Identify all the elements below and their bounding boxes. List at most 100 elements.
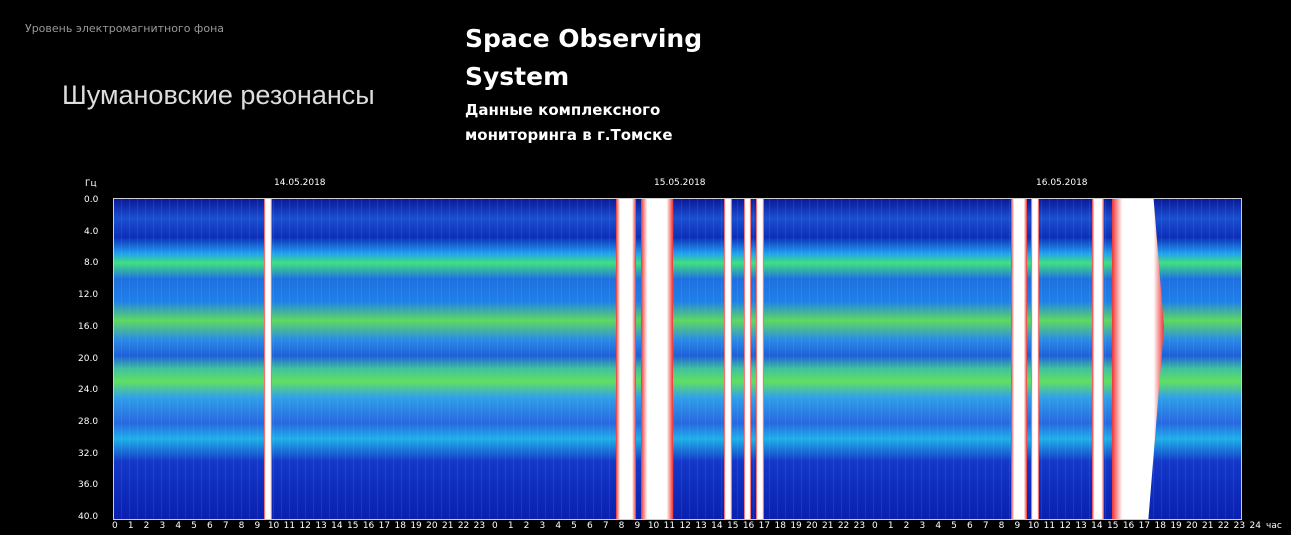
x-tick-label: 6 [587,521,593,531]
x-tick-label: 19 [1170,521,1181,531]
x-tick-label: 12 [1060,521,1071,531]
x-tick-label: 10 [1028,521,1039,531]
x-tick-label: 4 [935,521,941,531]
x-tick-label: 11 [664,521,675,531]
description: Данные комплексного мониторинга в г.Томс… [465,98,705,148]
brand: Space Observing System [465,20,725,96]
x-tick-label: 18 [775,521,786,531]
x-tick-label: 5 [571,521,577,531]
x-tick-label: 9 [635,521,641,531]
y-tick-label: 32.0 [78,449,98,459]
x-tick-label: 3 [540,521,546,531]
y-tick-label: 8.0 [84,258,98,268]
x-tick-label: 2 [524,521,530,531]
x-tick-label: 5 [951,521,957,531]
x-tick-label: 22 [458,521,469,531]
x-tick-label: 12 [300,521,311,531]
x-tick-label: 11 [1044,521,1055,531]
x-tick-label: 13 [315,521,326,531]
y-tick-label: 36.0 [78,480,98,490]
x-tick-label: 7 [983,521,989,531]
x-tick-label: 8 [999,521,1005,531]
x-tick-label: 21 [822,521,833,531]
x-tick-label: 20 [426,521,437,531]
x-tick-label: 19 [410,521,421,531]
x-tick-label: 1 [128,521,134,531]
y-tick-label: 24.0 [78,385,98,395]
stripe [1011,199,1027,519]
x-tick-label: 17 [1139,521,1150,531]
x-tick-label: 6 [967,521,973,531]
y-tick-label: 20.0 [78,354,98,364]
spectrogram [113,198,1242,520]
stripe [1112,199,1164,519]
x-tick-label: 4 [555,521,561,531]
x-tick-label: 14 [711,521,722,531]
x-tick-label: 22 [1218,521,1229,531]
x-tick-label: 18 [395,521,406,531]
date-label: 14.05.2018 [274,178,326,188]
x-tick-label: 10 [648,521,659,531]
x-tick-label: 13 [1075,521,1086,531]
x-tick-label: 16 [1123,521,1134,531]
x-tick-label: 3 [160,521,166,531]
x-tick-label: 11 [284,521,295,531]
x-tick-label: 23 [854,521,865,531]
stripe [756,199,764,519]
x-tick-label: 15 [347,521,358,531]
x-tick-label: 23 [1234,521,1245,531]
y-tick-label: 40.0 [78,512,98,522]
y-tick-label: 28.0 [78,417,98,427]
date-label: 15.05.2018 [654,178,706,188]
stripe [744,199,751,519]
x-tick-label: 22 [838,521,849,531]
x-tick-label: 21 [442,521,453,531]
x-unit: час [1266,521,1282,531]
x-tick-label: 23 [474,521,485,531]
x-tick-label: 5 [191,521,197,531]
caption: Уровень электромагнитного фона [25,22,224,35]
x-tick-label: 20 [1186,521,1197,531]
x-tick-label: 18 [1155,521,1166,531]
x-tick-label: 8 [619,521,625,531]
y-tick-label: 0.0 [84,195,98,205]
stripe [641,199,673,519]
x-tick-label: 19 [790,521,801,531]
x-tick-label: 8 [239,521,245,531]
x-tick-label: 3 [920,521,926,531]
x-tick-label: 4 [175,521,181,531]
stripe [1031,199,1039,519]
x-tick-label: 17 [379,521,390,531]
x-tick-label: 0 [112,521,118,531]
x-tick-label: 17 [759,521,770,531]
page: Уровень электромагнитного фона Шумановск… [0,0,1291,535]
x-tick-label: 20 [806,521,817,531]
x-tick-label: 15 [1107,521,1118,531]
subtitle: Шумановские резонансы [62,80,375,111]
x-tick-label: 0 [872,521,878,531]
x-tick-label: 1 [888,521,894,531]
x-tick-label: 1 [508,521,514,531]
stripe [264,199,272,519]
y-tick-label: 12.0 [78,290,98,300]
x-tick-label: 6 [207,521,213,531]
x-tick-label: 16 [743,521,754,531]
stripe [724,199,732,519]
y-tick-label: 4.0 [84,227,98,237]
stripe [1092,199,1104,519]
x-tick-label: 14 [1091,521,1102,531]
x-tick-label: 21 [1202,521,1213,531]
y-unit: Гц [85,179,97,189]
x-tick-label: 24 [1250,521,1261,531]
x-tick-label: 9 [1015,521,1021,531]
x-tick-label: 7 [603,521,609,531]
stripe [616,199,636,519]
x-tick-label: 7 [223,521,229,531]
x-tick-label: 9 [255,521,261,531]
x-tick-label: 10 [268,521,279,531]
x-tick-label: 0 [492,521,498,531]
x-tick-label: 14 [331,521,342,531]
date-label: 16.05.2018 [1036,178,1088,188]
x-tick-label: 12 [680,521,691,531]
y-tick-label: 16.0 [78,322,98,332]
